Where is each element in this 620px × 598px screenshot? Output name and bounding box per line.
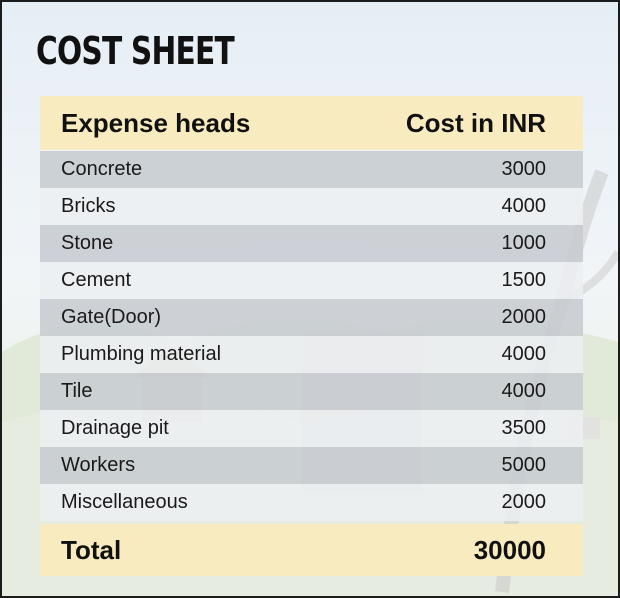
- expense-cell: Cement: [61, 269, 132, 291]
- expense-cell: Tile: [61, 380, 93, 402]
- table-row: Stone 1000: [40, 225, 583, 262]
- total-value: 30000: [473, 534, 546, 565]
- cost-cell: 3000: [501, 158, 547, 180]
- expense-cell: Miscellaneous: [61, 491, 188, 513]
- expense-cell: Bricks: [61, 195, 116, 217]
- expense-cell: Drainage pit: [61, 417, 169, 439]
- total-label: Total: [61, 534, 122, 565]
- table-row: Plumbing material 4000: [40, 336, 583, 373]
- cost-cell: 5000: [501, 454, 547, 476]
- page-title: COST SHEET: [36, 29, 235, 73]
- expense-cell: Plumbing material: [61, 343, 222, 365]
- cost-cell: 1500: [501, 269, 547, 291]
- expense-cell: Concrete: [61, 158, 143, 180]
- header-cost: Cost in INR: [405, 107, 546, 138]
- table-row: Cement 1500: [40, 262, 583, 299]
- cost-cell: 3500: [501, 417, 547, 439]
- cost-cell: 2000: [501, 306, 547, 328]
- expense-cell: Gate(Door): [61, 306, 162, 328]
- table-row: Concrete 3000: [40, 151, 583, 188]
- table-row: Workers 5000: [40, 447, 583, 484]
- expense-cell: Workers: [61, 454, 136, 476]
- expense-cell: Stone: [61, 232, 114, 254]
- cost-table: Expense heads Cost in INR Concrete 3000 …: [40, 96, 583, 576]
- cost-cell: 4000: [501, 195, 547, 217]
- table-row: Tile 4000: [40, 373, 583, 410]
- header-expense: Expense heads: [61, 107, 251, 138]
- cost-cell: 2000: [501, 491, 547, 513]
- cost-cell: 4000: [501, 380, 547, 402]
- table-row: Drainage pit 3500: [40, 410, 583, 447]
- table-total-row: Total 30000: [40, 524, 583, 576]
- table-row: Gate(Door) 2000: [40, 299, 583, 336]
- cost-cell: 4000: [501, 343, 547, 365]
- table-row: Bricks 4000: [40, 188, 583, 225]
- cost-cell: 1000: [501, 232, 547, 254]
- table-row: Miscellaneous 2000: [40, 484, 583, 521]
- table-header: Expense heads Cost in INR: [40, 96, 583, 150]
